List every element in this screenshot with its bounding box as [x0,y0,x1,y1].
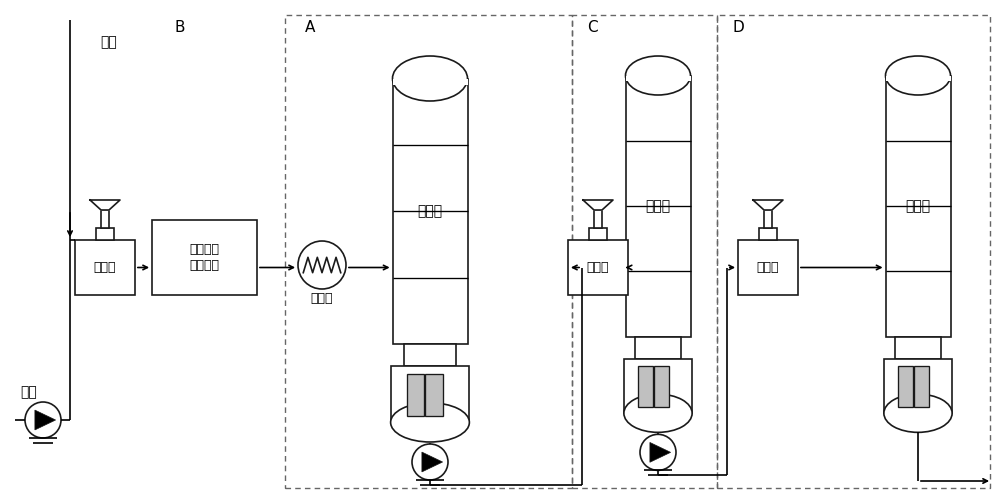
Text: 加热炉: 加热炉 [587,261,609,274]
Bar [589,228,607,240]
Text: 原油: 原油 [20,385,37,399]
Bar [638,366,653,407]
Text: 加热炉: 加热炉 [757,261,779,274]
Text: 冷凝器: 冷凝器 [311,293,333,306]
Bar [884,359,952,413]
Bar [898,366,913,407]
Text: 加氢脱硫: 加氢脱硫 [190,243,220,256]
Bar [101,210,109,228]
Polygon shape [650,442,671,462]
Bar [626,76,690,337]
Bar [391,366,469,422]
Bar [96,228,114,240]
Ellipse shape [884,394,952,432]
Polygon shape [583,200,613,210]
Bar [392,79,468,85]
Bar [886,76,950,337]
Text: D: D [732,20,744,35]
Text: C: C [587,20,598,35]
Bar [895,337,941,359]
Bar [626,76,690,81]
Text: 反应单元: 反应单元 [190,259,220,272]
Bar [285,15,572,488]
Bar [654,366,669,407]
Bar [914,366,929,407]
Bar [738,240,798,295]
Text: 氢气: 氢气 [100,35,117,49]
Text: A: A [305,20,315,35]
Bar [886,76,950,81]
Bar [392,79,468,344]
Bar [407,374,424,416]
Polygon shape [422,452,443,472]
Bar [75,240,135,295]
Text: 常压塔: 常压塔 [645,199,671,213]
Ellipse shape [624,394,692,432]
Text: B: B [175,20,186,35]
Bar [568,240,628,295]
Ellipse shape [626,56,690,95]
Bar [572,15,717,488]
Bar [759,228,777,240]
Bar [152,220,257,295]
Ellipse shape [392,56,468,101]
Bar [425,374,443,416]
Bar [594,210,602,228]
Polygon shape [90,200,120,210]
Bar [404,344,456,366]
Bar [624,359,692,413]
Ellipse shape [886,56,950,95]
Text: 减压塔: 减压塔 [905,199,931,213]
Bar [717,15,990,488]
Ellipse shape [391,403,469,442]
Polygon shape [35,410,56,430]
Text: 加热炉: 加热炉 [94,261,116,274]
Text: 初馏塔: 初馏塔 [417,204,443,218]
Bar [635,337,681,359]
Bar [764,210,772,228]
Polygon shape [753,200,783,210]
